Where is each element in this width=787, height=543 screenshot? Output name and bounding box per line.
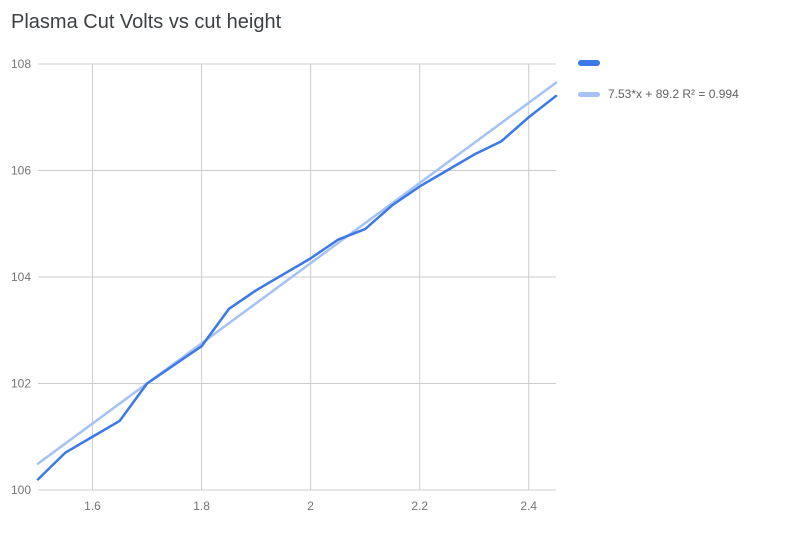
legend-trendline-label: 7.53*x + 89.2 R² = 0.994	[608, 87, 739, 101]
svg-text:108: 108	[11, 57, 31, 71]
svg-text:2: 2	[307, 499, 314, 513]
svg-text:104: 104	[11, 270, 31, 284]
trendline	[36, 81, 558, 465]
svg-text:1.8: 1.8	[193, 499, 210, 513]
svg-text:102: 102	[11, 377, 31, 391]
legend-item-trendline[interactable]: 7.53*x + 89.2 R² = 0.994	[578, 87, 739, 101]
chart-legend: 7.53*x + 89.2 R² = 0.994	[578, 57, 739, 119]
series-swatch-icon	[578, 60, 600, 66]
svg-text:1.6: 1.6	[84, 499, 101, 513]
series-line	[36, 94, 558, 481]
svg-text:106: 106	[11, 164, 31, 178]
gridlines	[38, 63, 556, 491]
svg-text:100: 100	[11, 483, 31, 497]
axis-tick-labels: 1.6 1.8 2 2.2 2.4 100 102 104 106 108	[11, 57, 537, 513]
svg-text:2.4: 2.4	[520, 499, 537, 513]
svg-text:2.2: 2.2	[411, 499, 428, 513]
trendline-swatch-icon	[578, 91, 600, 97]
legend-item-series[interactable]	[578, 57, 739, 69]
chart-title: Plasma Cut Volts vs cut height	[11, 11, 282, 33]
